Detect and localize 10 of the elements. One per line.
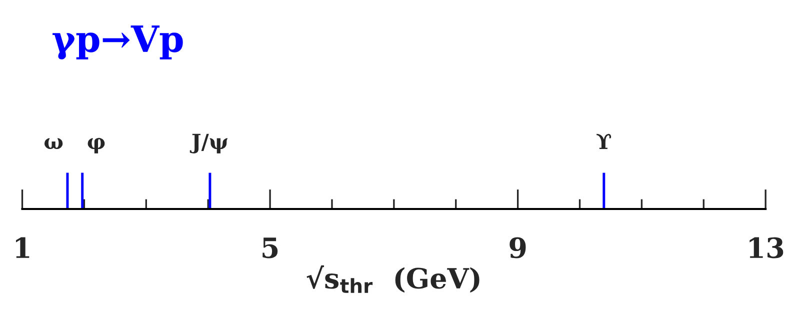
annotation: ω — [44, 138, 63, 150]
x-axis-title: √s$_{thr}$ (GeV) — [306, 265, 480, 293]
annotation: φ — [88, 138, 105, 154]
annotation: J/ψ — [190, 134, 228, 154]
x-tick-label: 5 — [262, 238, 278, 258]
x-tick-label: 13 — [750, 237, 784, 258]
annotation: ϒ — [596, 134, 612, 150]
chart-title: γp→Vp — [52, 26, 183, 60]
x-tick-label: 9 — [510, 237, 526, 258]
x-tick-label: 1 — [16, 237, 30, 258]
